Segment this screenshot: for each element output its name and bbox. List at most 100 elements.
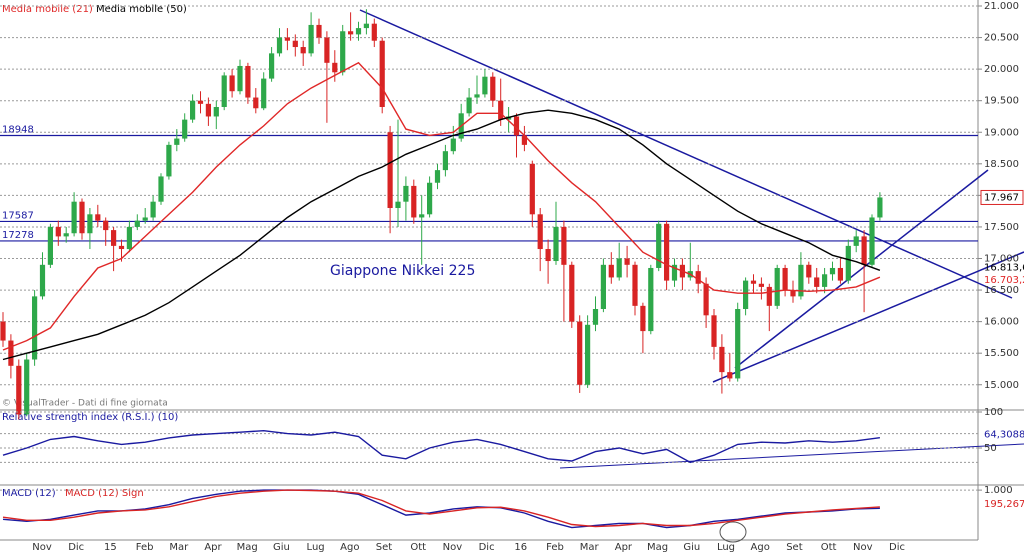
candle-body	[600, 264, 606, 309]
y-tick-label: 15.500	[984, 348, 1019, 359]
candle-body	[292, 40, 298, 48]
x-tick-label: Apr	[615, 542, 633, 552]
candle-body	[411, 185, 417, 218]
candle-body	[269, 53, 275, 79]
candle-body	[482, 76, 488, 95]
panel-title: Relative strength index (R.S.I.) (10)	[2, 412, 178, 423]
x-tick-label: Nov	[853, 542, 873, 552]
x-tick-label: Ott	[410, 542, 426, 552]
series-line	[2, 489, 880, 528]
candle-body	[316, 24, 322, 38]
y-tick-label: 100	[984, 407, 1003, 418]
legend-entry: MACD (12) Sign	[65, 488, 144, 499]
candle-body	[300, 47, 306, 54]
candle-body	[735, 309, 741, 379]
candle-body	[814, 277, 820, 287]
candle-body	[419, 214, 425, 218]
y-tick-label: 15.000	[984, 380, 1019, 391]
candle-body	[490, 76, 496, 101]
candle-body	[182, 119, 188, 139]
candle-body	[798, 264, 804, 297]
candle-body	[529, 163, 535, 215]
series-line	[2, 429, 880, 464]
candle-body	[284, 37, 290, 41]
y-tick-label: 50	[984, 443, 997, 454]
candle-body	[395, 201, 401, 208]
candle-body	[308, 24, 314, 54]
candle-body	[63, 233, 69, 237]
candle-body	[434, 170, 441, 183]
candle-body	[806, 264, 812, 278]
candle-body	[569, 264, 575, 322]
candle-body	[95, 214, 101, 221]
candle-body	[340, 31, 346, 73]
candle-body	[845, 245, 851, 281]
candle-body	[750, 280, 757, 284]
x-tick-label: Apr	[204, 542, 222, 552]
trend-line	[734, 169, 989, 369]
candle-body	[213, 107, 219, 117]
x-tick-label: Lug	[307, 542, 325, 552]
candle-body	[513, 116, 520, 136]
candle-body	[403, 185, 409, 202]
candle-body	[87, 214, 93, 234]
candle-body	[71, 201, 77, 234]
y-tick-label: 20.000	[984, 64, 1019, 75]
candle-body	[363, 23, 369, 29]
candle-body	[869, 217, 875, 265]
candle-body	[221, 75, 227, 107]
x-tick-label: Ago	[340, 542, 359, 552]
candle-body	[134, 220, 140, 227]
trend-line	[712, 251, 1024, 383]
y-tick-label: 17.500	[984, 222, 1019, 233]
y-tick-label: 20.500	[984, 33, 1019, 44]
x-tick-label: 15	[104, 542, 117, 552]
trend-line	[359, 9, 1013, 299]
candle-body	[387, 132, 393, 208]
x-tick-label: Dic	[68, 542, 84, 552]
x-tick-label: Feb	[136, 542, 154, 552]
legend-entry: Media mobile (21)	[2, 4, 93, 15]
candle-body	[608, 264, 614, 278]
series-last-label: 64,3088	[984, 430, 1024, 441]
candle-body	[348, 31, 354, 35]
y-tick-label: 18.500	[984, 159, 1019, 170]
candle-body	[664, 223, 670, 281]
candle-body	[126, 226, 132, 250]
candle-body	[671, 264, 678, 281]
y-tick-label: 1.000	[984, 485, 1013, 496]
x-tick-label: Feb	[546, 542, 564, 552]
candle-body	[150, 201, 156, 218]
candle-body	[158, 176, 164, 202]
candle-body	[39, 264, 46, 297]
candle-body	[324, 37, 330, 63]
x-tick-label: Mag	[237, 542, 258, 552]
candle-body	[450, 138, 456, 152]
candle-body	[166, 144, 172, 177]
x-tick-label: Set	[786, 542, 803, 552]
candle-body	[205, 103, 211, 117]
candle-body	[537, 214, 543, 250]
x-tick-label: Giu	[683, 542, 700, 552]
x-tick-label: Mag	[647, 542, 668, 552]
legend-entry: Media mobile (50)	[96, 4, 187, 15]
y-tick-label: 19.000	[984, 127, 1019, 138]
last-price-label: 17.967	[984, 192, 1019, 203]
candle-body	[695, 271, 701, 284]
source-note: © VisualTrader - Dati di fine giornata	[2, 399, 168, 409]
x-tick-label: Set	[376, 542, 393, 552]
candle-body	[174, 138, 180, 145]
candle-body	[0, 321, 6, 341]
candle-body	[790, 290, 796, 297]
candle-body	[79, 201, 85, 234]
candle-body	[442, 151, 448, 171]
candle-body	[766, 286, 772, 306]
highlight-circle	[719, 521, 747, 543]
candle-body	[782, 267, 788, 291]
last-price-box	[980, 189, 1024, 205]
candle-body	[743, 280, 749, 309]
series-line	[2, 61, 881, 351]
candle-body	[861, 236, 867, 265]
